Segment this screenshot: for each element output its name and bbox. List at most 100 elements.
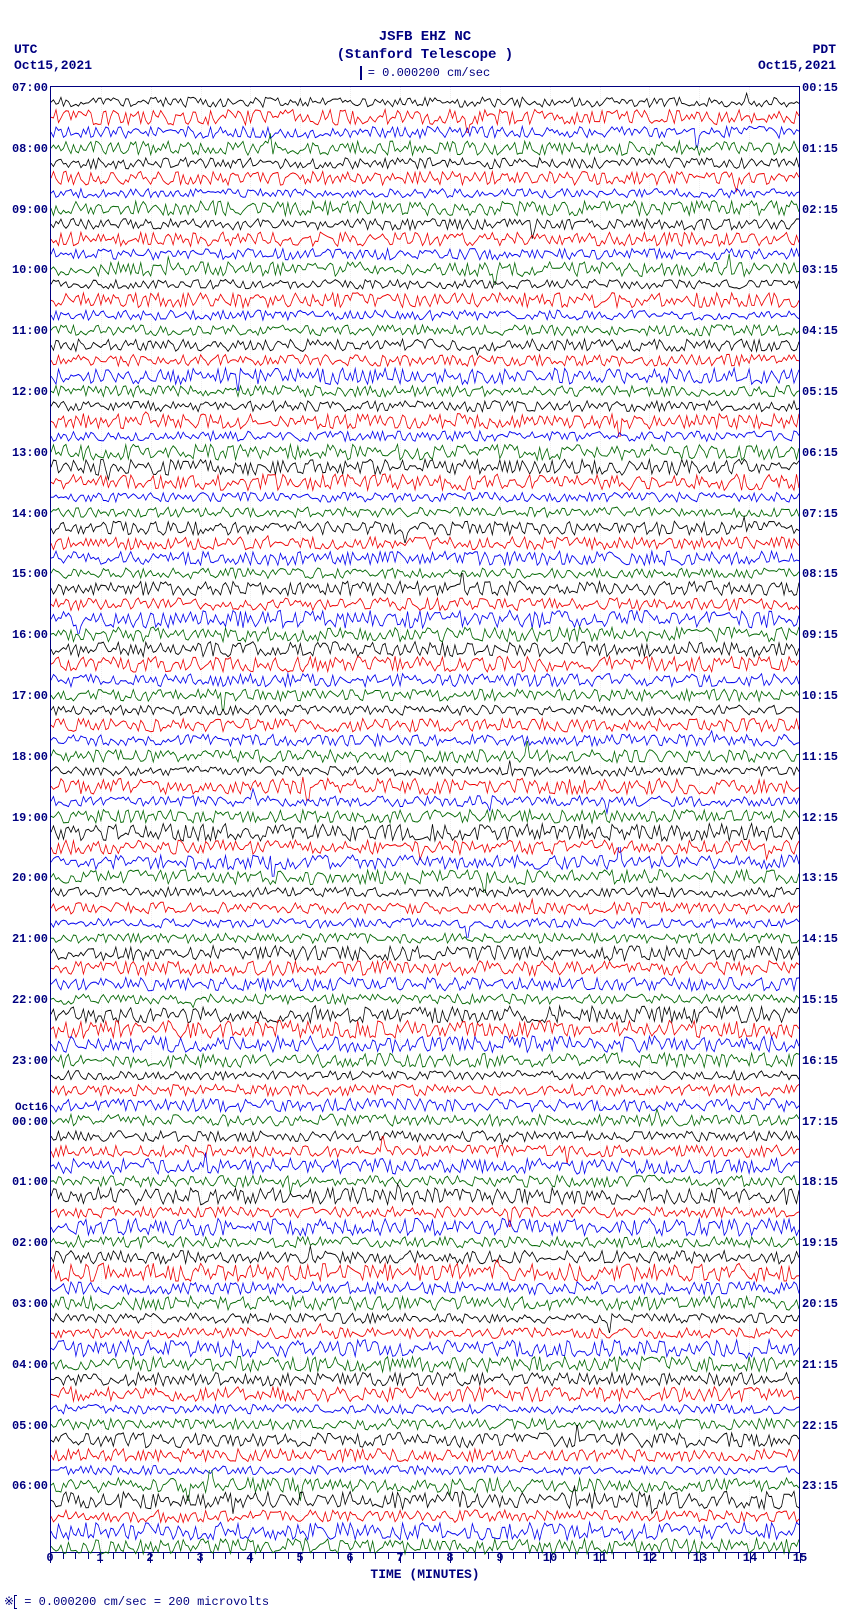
- x-tick-minor: [63, 1553, 64, 1559]
- x-tick-label: 14: [743, 1551, 757, 1565]
- seismogram-container: UTC Oct15,2021 PDT Oct15,2021 JSFB EHZ N…: [0, 0, 850, 1613]
- x-tick-label: 5: [296, 1551, 303, 1565]
- footer-prefix: ※: [4, 1595, 14, 1609]
- x-tick-minor: [225, 1553, 226, 1559]
- x-tick-label: 10: [543, 1551, 557, 1565]
- utc-time-label: 19:00: [12, 811, 51, 825]
- x-tick-minor: [188, 1553, 189, 1559]
- pdt-time-label: 09:15: [799, 628, 838, 642]
- utc-time-label: 11:00: [12, 324, 51, 338]
- x-tick-minor: [688, 1553, 689, 1559]
- tz-left-date: Oct15,2021: [14, 58, 92, 74]
- x-tick-minor: [288, 1553, 289, 1559]
- x-tick-label: 1: [96, 1551, 103, 1565]
- right-timezone-block: PDT Oct15,2021: [758, 42, 836, 73]
- x-tick-label: 15: [793, 1551, 807, 1565]
- pdt-time-label: 10:15: [799, 689, 838, 703]
- x-tick-minor: [163, 1553, 164, 1559]
- utc-time-label: 05:00: [12, 1419, 51, 1433]
- utc-time-label: 15:00: [12, 567, 51, 581]
- x-tick-minor: [75, 1553, 76, 1559]
- pdt-time-label: 03:15: [799, 263, 838, 277]
- utc-time-label: 10:00: [12, 263, 51, 277]
- pdt-time-label: 08:15: [799, 567, 838, 581]
- x-tick-minor: [363, 1553, 364, 1559]
- x-tick-minor: [338, 1553, 339, 1559]
- x-tick-label: 3: [196, 1551, 203, 1565]
- x-tick-minor: [313, 1553, 314, 1559]
- x-tick-minor: [563, 1553, 564, 1559]
- x-tick-minor: [88, 1553, 89, 1559]
- pdt-time-label: 20:15: [799, 1297, 838, 1311]
- utc-time-label: 21:00: [12, 932, 51, 946]
- x-tick-label: 13: [693, 1551, 707, 1565]
- pdt-time-label: 01:15: [799, 142, 838, 156]
- x-tick-minor: [175, 1553, 176, 1559]
- x-tick-label: 7: [396, 1551, 403, 1565]
- scale-indicator: = 0.000200 cm/sec: [0, 66, 850, 80]
- x-tick-minor: [113, 1553, 114, 1559]
- x-tick-minor: [513, 1553, 514, 1559]
- x-tick-minor: [425, 1553, 426, 1559]
- x-tick-minor: [275, 1553, 276, 1559]
- x-tick-minor: [138, 1553, 139, 1559]
- x-tick-minor: [588, 1553, 589, 1559]
- pdt-time-label: 14:15: [799, 932, 838, 946]
- tz-right-label: PDT: [758, 42, 836, 58]
- scale-text: = 0.000200 cm/sec: [368, 67, 490, 81]
- utc-time-label: 09:00: [12, 203, 51, 217]
- x-tick-minor: [325, 1553, 326, 1559]
- x-tick-minor: [475, 1553, 476, 1559]
- x-tick-minor: [488, 1553, 489, 1559]
- utc-time-label: 06:00: [12, 1479, 51, 1493]
- seismogram-plot: 07:0008:0009:0010:0011:0012:0013:0014:00…: [50, 86, 800, 1553]
- x-axis-label: TIME (MINUTES): [50, 1567, 800, 1582]
- utc-time-label: 00:00: [12, 1115, 51, 1129]
- x-tick-minor: [238, 1553, 239, 1559]
- pdt-time-label: 19:15: [799, 1236, 838, 1250]
- x-tick-minor: [463, 1553, 464, 1559]
- x-tick-minor: [413, 1553, 414, 1559]
- x-tick-minor: [775, 1553, 776, 1559]
- utc-time-label: 02:00: [12, 1236, 51, 1250]
- x-axis: TIME (MINUTES) 0123456789101112131415: [50, 1553, 800, 1581]
- utc-time-label: 22:00: [12, 993, 51, 1007]
- pdt-time-label: 07:15: [799, 507, 838, 521]
- x-tick-minor: [125, 1553, 126, 1559]
- tz-right-date: Oct15,2021: [758, 58, 836, 74]
- x-tick-label: 0: [46, 1551, 53, 1565]
- pdt-time-label: 22:15: [799, 1419, 838, 1433]
- x-tick-minor: [625, 1553, 626, 1559]
- utc-time-label: 16:00: [12, 628, 51, 642]
- utc-time-label: 13:00: [12, 446, 51, 460]
- utc-time-label: 23:00: [12, 1054, 51, 1068]
- x-tick-minor: [388, 1553, 389, 1559]
- footer-text: = 0.000200 cm/sec = 200 microvolts: [17, 1595, 269, 1609]
- pdt-time-label: 15:15: [799, 993, 838, 1007]
- utc-time-label: 08:00: [12, 142, 51, 156]
- utc-time-label: 14:00: [12, 507, 51, 521]
- utc-time-label: 20:00: [12, 871, 51, 885]
- pdt-time-label: 06:15: [799, 446, 838, 460]
- x-tick-minor: [713, 1553, 714, 1559]
- title-line1: JSFB EHZ NC: [0, 28, 850, 46]
- left-timezone-block: UTC Oct15,2021: [14, 42, 92, 73]
- pdt-time-label: 05:15: [799, 385, 838, 399]
- utc-time-label: 04:00: [12, 1358, 51, 1372]
- x-tick-minor: [538, 1553, 539, 1559]
- pdt-time-label: 23:15: [799, 1479, 838, 1493]
- x-tick-label: 8: [446, 1551, 453, 1565]
- tz-left-label: UTC: [14, 42, 92, 58]
- x-tick-label: 12: [643, 1551, 657, 1565]
- pdt-time-label: 13:15: [799, 871, 838, 885]
- pdt-time-label: 21:15: [799, 1358, 838, 1372]
- scale-bar-icon: [360, 66, 362, 80]
- pdt-time-label: 12:15: [799, 811, 838, 825]
- x-tick-minor: [613, 1553, 614, 1559]
- x-tick-label: 2: [146, 1551, 153, 1565]
- x-tick-label: 4: [246, 1551, 253, 1565]
- x-tick-minor: [263, 1553, 264, 1559]
- pdt-time-label: 04:15: [799, 324, 838, 338]
- x-tick-minor: [438, 1553, 439, 1559]
- x-tick-minor: [638, 1553, 639, 1559]
